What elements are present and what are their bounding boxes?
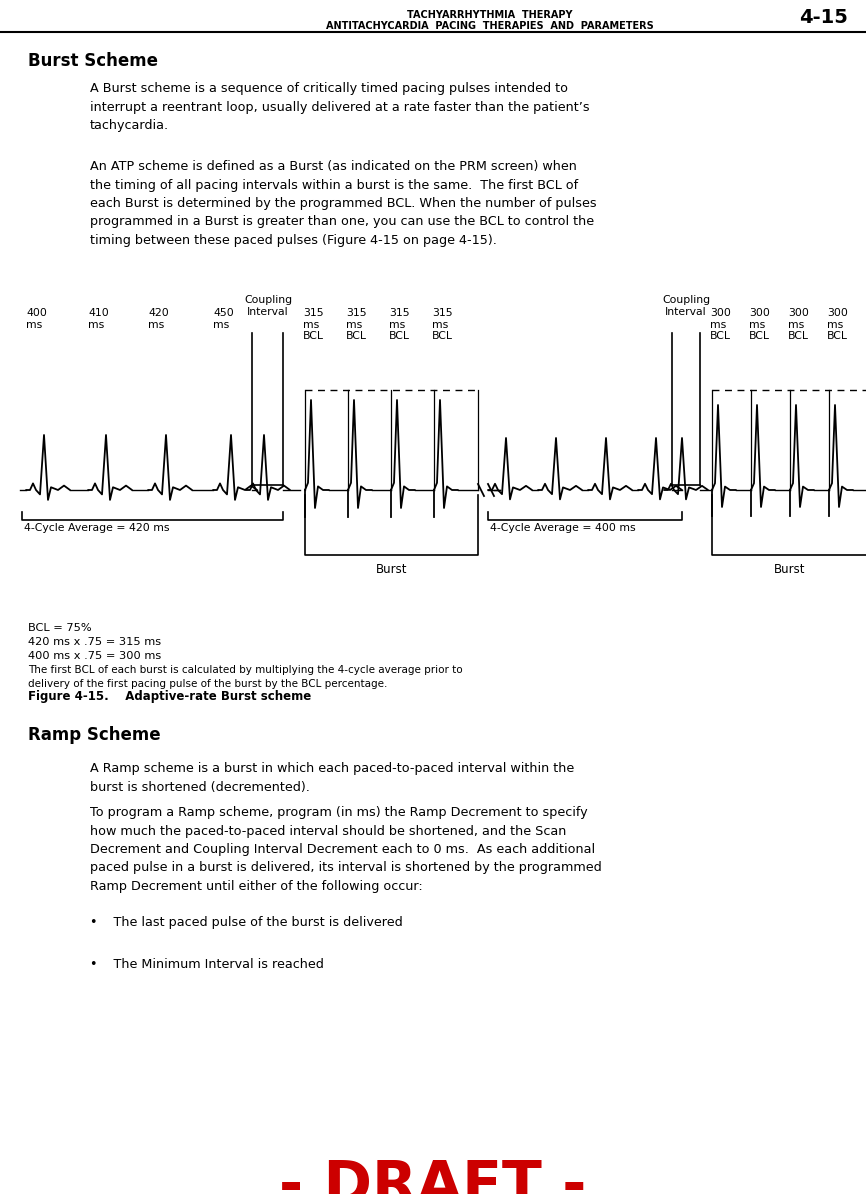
Text: 315
ms
BCL: 315 ms BCL bbox=[432, 308, 453, 341]
Text: The first BCL of each burst is calculated by multiplying the 4-cycle average pri: The first BCL of each burst is calculate… bbox=[28, 665, 462, 689]
Text: 300
ms
BCL: 300 ms BCL bbox=[749, 308, 770, 341]
Text: 300
ms
BCL: 300 ms BCL bbox=[788, 308, 809, 341]
Text: 315
ms
BCL: 315 ms BCL bbox=[303, 308, 324, 341]
Text: Figure 4-15.    Adaptive-rate Burst scheme: Figure 4-15. Adaptive-rate Burst scheme bbox=[28, 690, 311, 703]
Text: Coupling
Interval: Coupling Interval bbox=[244, 295, 292, 316]
Text: Burst Scheme: Burst Scheme bbox=[28, 53, 158, 70]
Text: Burst: Burst bbox=[376, 564, 407, 576]
Text: ANTITACHYCARDIA  PACING  THERAPIES  AND  PARAMETERS: ANTITACHYCARDIA PACING THERAPIES AND PAR… bbox=[326, 21, 654, 31]
Text: 4-15: 4-15 bbox=[799, 8, 848, 27]
Text: A Burst scheme is a sequence of critically timed pacing pulses intended to
inter: A Burst scheme is a sequence of critical… bbox=[90, 82, 590, 133]
Text: •    The Minimum Interval is reached: • The Minimum Interval is reached bbox=[90, 958, 324, 971]
Text: 410
ms: 410 ms bbox=[88, 308, 109, 330]
Text: A Ramp scheme is a burst in which each paced-to-paced interval within the
burst : A Ramp scheme is a burst in which each p… bbox=[90, 762, 574, 794]
Text: 300
ms
BCL: 300 ms BCL bbox=[710, 308, 731, 341]
Text: 4-Cycle Average = 400 ms: 4-Cycle Average = 400 ms bbox=[490, 523, 636, 533]
Text: 315
ms
BCL: 315 ms BCL bbox=[389, 308, 410, 341]
Text: 420
ms: 420 ms bbox=[148, 308, 169, 330]
Text: 450
ms: 450 ms bbox=[213, 308, 234, 330]
Text: 4-Cycle Average = 420 ms: 4-Cycle Average = 420 ms bbox=[24, 523, 170, 533]
Text: 420 ms x .75 = 315 ms: 420 ms x .75 = 315 ms bbox=[28, 638, 161, 647]
Text: BCL = 75%: BCL = 75% bbox=[28, 623, 92, 633]
Text: To program a Ramp scheme, program (in ms) the Ramp Decrement to specify
how much: To program a Ramp scheme, program (in ms… bbox=[90, 806, 602, 893]
Text: 300
ms
BCL: 300 ms BCL bbox=[827, 308, 848, 341]
Text: 400
ms: 400 ms bbox=[26, 308, 47, 330]
Text: •    The last paced pulse of the burst is delivered: • The last paced pulse of the burst is d… bbox=[90, 916, 403, 929]
Text: 400 ms x .75 = 300 ms: 400 ms x .75 = 300 ms bbox=[28, 651, 161, 661]
Text: Ramp Scheme: Ramp Scheme bbox=[28, 726, 160, 744]
Text: Burst: Burst bbox=[774, 564, 805, 576]
Text: TACHYARRHYTHMIA  THERAPY: TACHYARRHYTHMIA THERAPY bbox=[407, 10, 572, 20]
Text: - DRAFT -: - DRAFT - bbox=[280, 1158, 586, 1194]
Text: 315
ms
BCL: 315 ms BCL bbox=[346, 308, 367, 341]
Text: An ATP scheme is defined as a Burst (as indicated on the PRM screen) when
the ti: An ATP scheme is defined as a Burst (as … bbox=[90, 160, 597, 247]
Text: Coupling
Interval: Coupling Interval bbox=[662, 295, 710, 316]
